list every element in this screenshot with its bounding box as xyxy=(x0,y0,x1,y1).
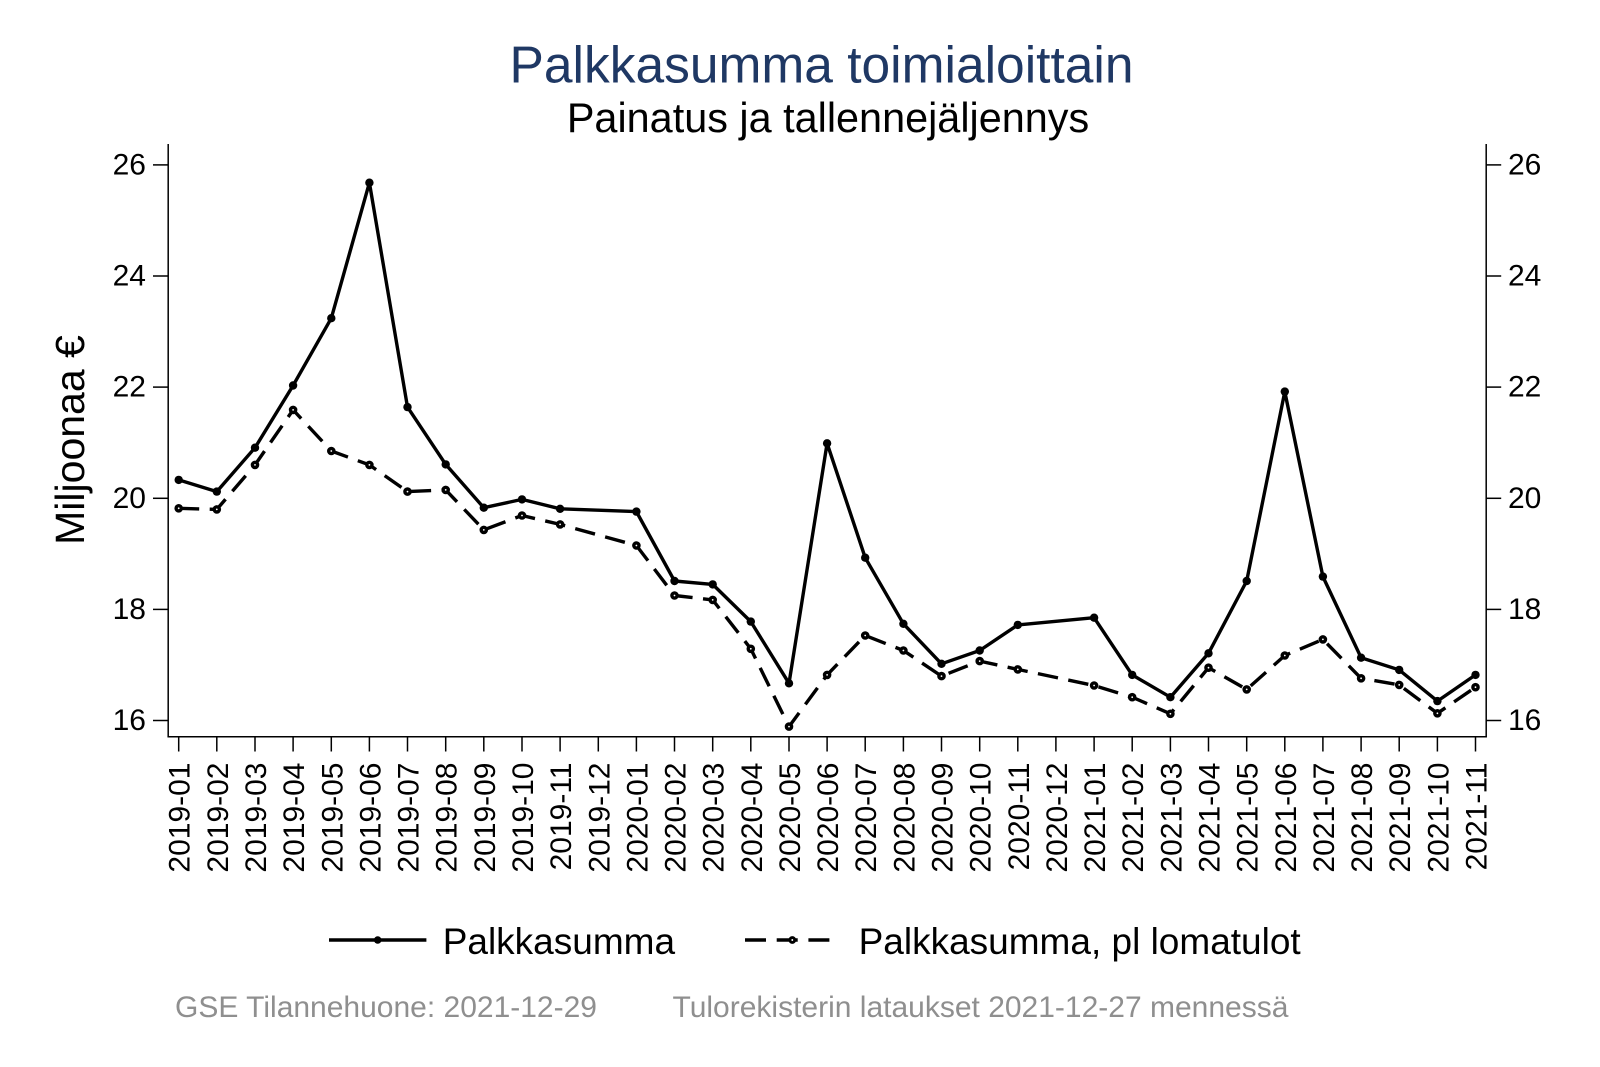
svg-text:Palkkasumma toimialoittain: Palkkasumma toimialoittain xyxy=(510,36,1134,94)
svg-text:2021-07: 2021-07 xyxy=(1308,763,1341,873)
svg-text:16: 16 xyxy=(1508,704,1541,737)
svg-text:24: 24 xyxy=(1508,260,1541,293)
svg-text:2021-10: 2021-10 xyxy=(1422,763,1455,873)
svg-text:GSE Tilannehuone: 2021-12-29: GSE Tilannehuone: 2021-12-29 xyxy=(175,991,597,1024)
svg-text:26: 26 xyxy=(1508,148,1541,181)
svg-text:Palkkasumma, pl lomatulot: Palkkasumma, pl lomatulot xyxy=(859,921,1302,962)
svg-text:2020-10: 2020-10 xyxy=(965,763,998,873)
svg-text:22: 22 xyxy=(1508,371,1541,404)
svg-text:2019-05: 2019-05 xyxy=(316,763,349,873)
svg-text:2019-03: 2019-03 xyxy=(240,763,273,873)
svg-text:Palkkasumma: Palkkasumma xyxy=(443,921,676,962)
svg-text:2019-11: 2019-11 xyxy=(545,763,578,871)
svg-text:24: 24 xyxy=(113,260,146,293)
svg-text:2019-01: 2019-01 xyxy=(164,763,197,873)
svg-text:2019-07: 2019-07 xyxy=(393,763,426,873)
svg-text:2019-12: 2019-12 xyxy=(583,763,616,873)
svg-text:2021-09: 2021-09 xyxy=(1384,763,1417,873)
svg-text:20: 20 xyxy=(1508,482,1541,515)
svg-text:2021-08: 2021-08 xyxy=(1346,763,1379,873)
svg-text:2020-06: 2020-06 xyxy=(812,763,845,873)
svg-text:18: 18 xyxy=(113,593,146,626)
svg-text:2020-01: 2020-01 xyxy=(621,763,654,873)
svg-text:2019-04: 2019-04 xyxy=(278,763,311,873)
svg-text:Tulorekisterin lataukset 2021-: Tulorekisterin lataukset 2021-12-27 menn… xyxy=(673,991,1289,1024)
svg-text:2020-02: 2020-02 xyxy=(660,763,693,873)
svg-text:Painatus ja tallennejäljennys: Painatus ja tallennejäljennys xyxy=(567,95,1089,141)
svg-text:26: 26 xyxy=(113,148,146,181)
svg-text:2020-04: 2020-04 xyxy=(736,763,769,873)
svg-text:2020-11: 2020-11 xyxy=(1003,763,1036,871)
svg-text:2020-05: 2020-05 xyxy=(774,763,807,873)
svg-text:2020-08: 2020-08 xyxy=(888,763,921,873)
svg-text:2020-03: 2020-03 xyxy=(698,763,731,873)
svg-text:20: 20 xyxy=(113,482,146,515)
svg-text:16: 16 xyxy=(113,704,146,737)
svg-text:2019-09: 2019-09 xyxy=(469,763,502,873)
svg-text:Miljoonaa €: Miljoonaa € xyxy=(47,335,93,545)
svg-text:2020-09: 2020-09 xyxy=(927,763,960,873)
svg-text:2021-01: 2021-01 xyxy=(1079,763,1112,873)
svg-text:2021-03: 2021-03 xyxy=(1155,763,1188,873)
svg-text:2021-02: 2021-02 xyxy=(1117,763,1150,873)
svg-text:18: 18 xyxy=(1508,593,1541,626)
svg-text:2021-11: 2021-11 xyxy=(1461,763,1494,871)
svg-text:2020-12: 2020-12 xyxy=(1041,763,1074,873)
svg-text:22: 22 xyxy=(113,371,146,404)
svg-text:2019-10: 2019-10 xyxy=(507,763,540,873)
svg-text:2019-06: 2019-06 xyxy=(354,763,387,873)
svg-text:2019-02: 2019-02 xyxy=(202,763,235,873)
svg-text:2021-04: 2021-04 xyxy=(1194,763,1227,873)
svg-text:2021-06: 2021-06 xyxy=(1270,763,1303,873)
svg-text:2020-07: 2020-07 xyxy=(850,763,883,873)
svg-text:2019-08: 2019-08 xyxy=(431,763,464,873)
svg-text:2021-05: 2021-05 xyxy=(1232,763,1265,873)
